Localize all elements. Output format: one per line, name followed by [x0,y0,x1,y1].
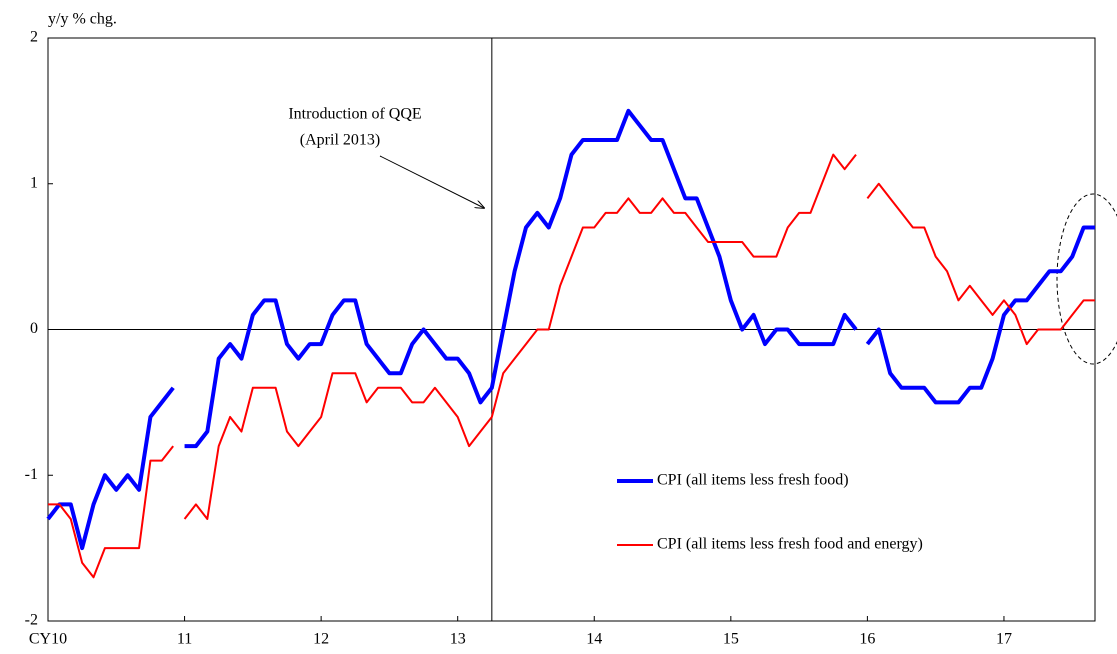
y-tick-label: -2 [25,612,38,629]
x-tick-label: 17 [996,631,1012,648]
x-tick-label: 16 [859,631,875,648]
x-tick-label: CY10 [29,631,67,648]
annotation: Introduction of QQE [288,106,421,123]
annotation: (April 2013) [300,132,380,149]
x-tick-label: 15 [723,631,739,648]
y-tick-label: 0 [30,320,38,337]
series-line [48,445,174,579]
y-tick-label: 1 [30,174,38,191]
y-tick-label: -1 [25,466,38,483]
series-line [184,108,858,449]
x-tick-label: 11 [177,631,192,648]
series-line [183,153,857,520]
x-tick-label: 14 [586,631,602,648]
y-tick-label: 2 [30,29,38,46]
legend-label: CPI (all items less fresh food) [657,472,849,489]
x-tick-label: 12 [313,631,329,648]
y-axis-label: y/y % chg. [48,11,117,28]
annotation-arrow [379,155,484,208]
series-line [46,386,175,551]
highlight-ellipse [1056,193,1117,365]
series-line [865,225,1095,405]
legend-label: CPI (all items less fresh food and energ… [657,536,923,553]
series-line [866,182,1095,346]
x-tick-label: 13 [450,631,466,648]
